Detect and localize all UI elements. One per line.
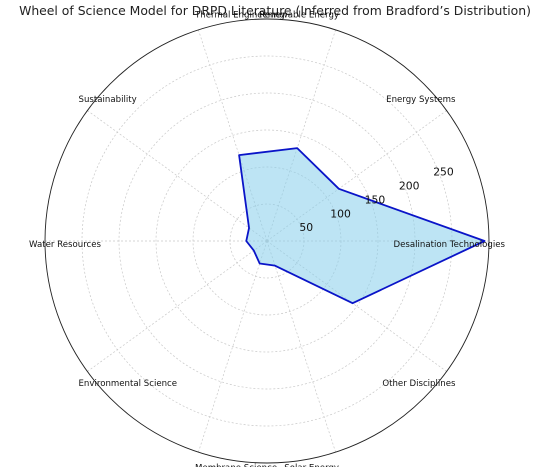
- grid-spoke: [198, 240, 268, 453]
- category-label: Membrane Science: [195, 464, 277, 467]
- category-label: Environmental Science: [79, 379, 178, 389]
- r-tick-label: 100: [330, 207, 351, 220]
- series-line: [238, 147, 486, 305]
- category-label: Desalination Technologies: [393, 240, 505, 250]
- category-label: Energy Systems: [386, 95, 456, 105]
- grid-spoke: [87, 240, 268, 372]
- grid-spoke: [266, 240, 336, 453]
- chart-title: Wheel of Science Model for DRPD Literatu…: [19, 3, 531, 18]
- series-area: [239, 148, 485, 304]
- data-layer: [238, 147, 486, 305]
- category-label: Water Resources: [29, 240, 102, 250]
- category-label: Sustainability: [79, 95, 137, 105]
- r-tick-label: 250: [433, 166, 454, 179]
- polar-frame: [44, 18, 490, 464]
- r-tick-label: 150: [365, 193, 386, 206]
- category-label: Renewable Energy: [259, 10, 339, 20]
- r-tick-label: 200: [399, 180, 420, 193]
- grid-spoke: [87, 110, 268, 242]
- r-tick-label: 50: [299, 221, 313, 234]
- category-label: Solar Energy: [284, 464, 339, 467]
- category-label: Thermal Engineering: [194, 10, 285, 20]
- category-label: Other Disciplines: [382, 379, 456, 389]
